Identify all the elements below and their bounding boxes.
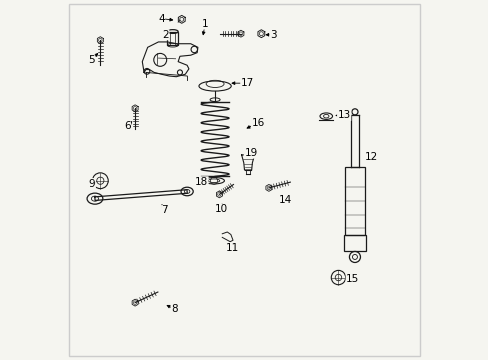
Text: 16: 16 [251,118,264,128]
Text: 10: 10 [214,204,227,214]
Bar [167,32,178,45]
Text: 1: 1 [202,19,208,29]
Text: 14: 14 [278,195,291,205]
Text: 7: 7 [161,206,168,216]
Text: 17: 17 [240,78,253,88]
Text: 5: 5 [88,55,95,65]
Bar [345,167,364,235]
Text: 2: 2 [162,30,168,40]
Text: 3: 3 [269,30,276,40]
Text: 4: 4 [158,14,164,24]
Text: 13: 13 [337,111,350,121]
Bar [343,235,366,251]
Text: 15: 15 [346,274,359,284]
Text: 11: 11 [225,243,238,253]
Text: 19: 19 [244,148,257,158]
Text: 8: 8 [171,304,178,314]
Text: 9: 9 [89,179,95,189]
Text: 18: 18 [194,177,208,187]
Text: 6: 6 [123,121,130,131]
Text: 12: 12 [365,152,378,162]
